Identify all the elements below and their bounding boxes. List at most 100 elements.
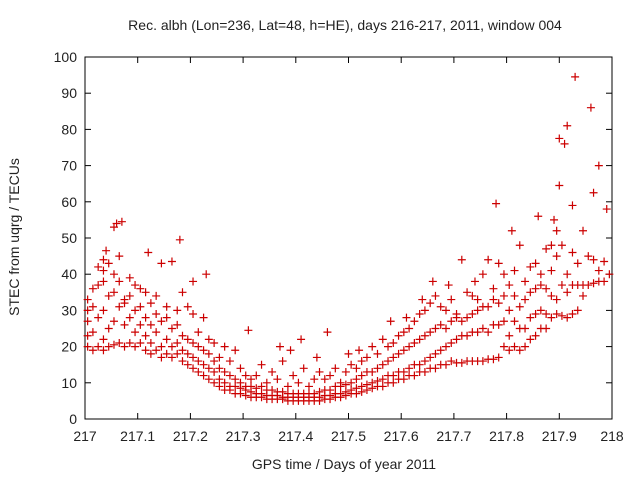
data-point	[515, 241, 524, 250]
data-point	[202, 270, 211, 279]
data-point	[167, 324, 176, 333]
data-point	[104, 324, 113, 333]
data-point	[109, 340, 118, 349]
data-point	[341, 367, 350, 376]
data-point	[468, 310, 477, 319]
data-point	[115, 252, 124, 261]
data-point	[231, 382, 240, 391]
data-point	[473, 295, 482, 304]
data-point	[470, 277, 479, 286]
data-point	[463, 313, 472, 322]
data-point	[378, 335, 387, 344]
data-point	[115, 277, 124, 286]
data-point	[141, 331, 150, 340]
data-point	[131, 328, 140, 337]
data-point	[499, 342, 508, 351]
y-tick-label: 90	[61, 85, 77, 101]
data-point	[402, 313, 411, 322]
data-point	[146, 338, 155, 347]
data-point	[521, 295, 530, 304]
y-tick-label: 20	[61, 339, 77, 355]
data-point	[484, 255, 493, 264]
data-point	[215, 364, 224, 373]
data-point	[573, 259, 582, 268]
data-point	[194, 367, 203, 376]
data-point	[136, 338, 145, 347]
data-point	[220, 378, 229, 387]
data-point	[88, 302, 97, 311]
data-point	[252, 371, 261, 380]
data-point	[315, 367, 324, 376]
data-point	[231, 346, 240, 355]
data-point	[131, 306, 140, 315]
data-point	[499, 317, 508, 326]
x-tick-label: 217.5	[331, 428, 366, 444]
data-point	[531, 331, 540, 340]
data-point	[436, 346, 445, 355]
data-point	[505, 281, 514, 290]
data-point	[117, 217, 126, 226]
data-point	[183, 302, 192, 311]
data-point	[275, 342, 284, 351]
data-point	[310, 389, 319, 398]
data-point	[542, 284, 551, 293]
data-point	[555, 181, 564, 190]
data-point	[189, 310, 198, 319]
data-point	[247, 382, 256, 391]
data-point	[560, 139, 569, 148]
x-tick-label: 217.4	[278, 428, 313, 444]
data-point	[204, 335, 213, 344]
data-point	[568, 201, 577, 210]
data-point	[257, 389, 266, 398]
x-tick-label: 217.7	[436, 428, 471, 444]
data-point	[162, 302, 171, 311]
data-point	[347, 386, 356, 395]
data-point	[144, 248, 153, 257]
data-point	[600, 277, 609, 286]
data-point	[420, 367, 429, 376]
data-point	[405, 324, 414, 333]
data-point	[584, 252, 593, 261]
data-point	[378, 375, 387, 384]
data-point	[326, 371, 335, 380]
data-point	[83, 306, 92, 315]
data-point	[405, 342, 414, 351]
data-point	[426, 328, 435, 337]
data-point	[484, 302, 493, 311]
data-point	[289, 371, 298, 380]
data-point	[557, 311, 566, 320]
data-point	[547, 241, 556, 250]
data-point	[247, 375, 256, 384]
data-point	[410, 371, 419, 380]
data-point	[378, 360, 387, 369]
data-point	[563, 121, 572, 130]
data-point	[368, 378, 377, 387]
data-point	[273, 375, 282, 384]
data-point	[473, 306, 482, 315]
data-point	[141, 288, 150, 297]
data-point	[141, 346, 150, 355]
data-point	[568, 248, 577, 257]
data-point	[173, 320, 182, 329]
data-point	[563, 270, 572, 279]
data-point	[436, 320, 445, 329]
data-point	[368, 367, 377, 376]
data-point	[194, 357, 203, 366]
data-point	[178, 346, 187, 355]
data-point	[373, 364, 382, 373]
data-point	[225, 357, 234, 366]
data-point	[447, 338, 456, 347]
data-point	[542, 244, 551, 253]
data-point	[152, 328, 161, 337]
data-point	[394, 349, 403, 358]
data-point	[104, 342, 113, 351]
data-point	[241, 371, 250, 380]
data-point	[94, 262, 103, 271]
data-point	[441, 342, 450, 351]
data-point	[326, 386, 335, 395]
data-point	[99, 335, 108, 344]
data-point	[457, 255, 466, 264]
data-point	[573, 306, 582, 315]
data-point	[505, 346, 514, 355]
data-point	[167, 353, 176, 362]
